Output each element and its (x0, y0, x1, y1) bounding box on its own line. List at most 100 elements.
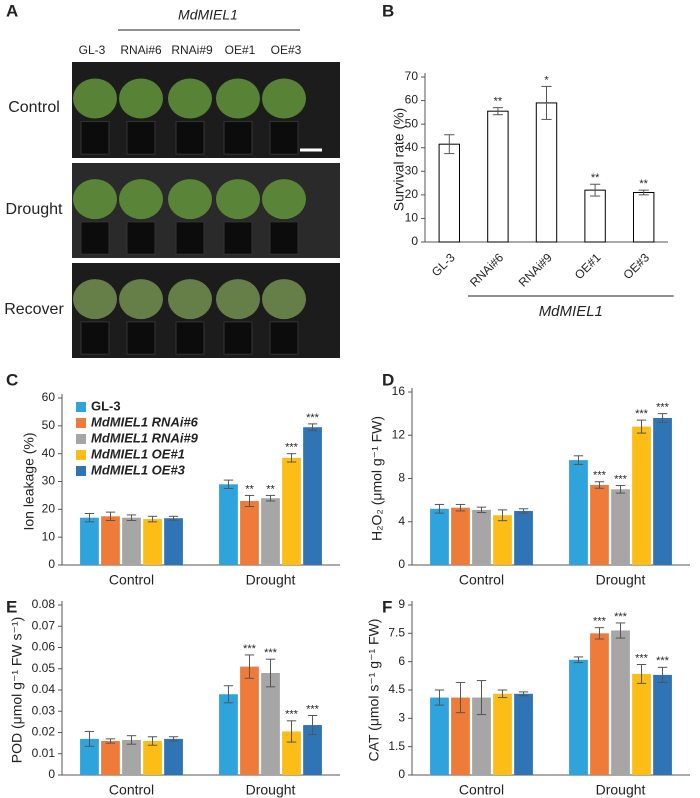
significance: *** (593, 616, 607, 628)
bar (493, 515, 512, 565)
group-label: MdMIEL1 (178, 7, 238, 23)
significance: *** (656, 402, 670, 414)
plant-leaves (119, 179, 163, 220)
bar (451, 697, 470, 775)
y-tick-label: 20 (42, 502, 56, 516)
x-tick-label: Drought (596, 572, 646, 588)
y-tick-label: 0.08 (32, 597, 56, 611)
pot (80, 221, 110, 255)
x-tick-label: Control (109, 572, 154, 588)
bar (569, 460, 588, 565)
bar (430, 508, 449, 565)
pot (80, 121, 110, 155)
plant-leaves (216, 78, 260, 119)
bar (472, 509, 491, 565)
significance: *** (264, 647, 278, 659)
y-tick-label: 1.5 (388, 739, 405, 753)
plant-leaves (262, 179, 306, 220)
bar (143, 519, 162, 565)
significance: ** (245, 483, 254, 495)
bar (164, 518, 183, 565)
y-tick-label: 0 (411, 234, 418, 248)
y-tick-label: 0.04 (32, 682, 56, 696)
panel-letter: B (382, 1, 394, 20)
y-tick-label: 8 (398, 471, 405, 485)
legend-label: MdMIEL1 RNAi#9 (91, 430, 199, 445)
significance: *** (243, 643, 257, 655)
bar (514, 693, 533, 775)
condition-label: Recover (4, 301, 64, 318)
pot (223, 121, 253, 155)
y-tick-label: 70 (405, 69, 419, 83)
bar (487, 110, 509, 243)
plant-leaves (73, 78, 117, 119)
bar (632, 192, 655, 243)
plant-leaves (168, 179, 212, 220)
bar (611, 630, 630, 775)
bar (303, 427, 322, 565)
bar (493, 693, 512, 775)
pot (269, 221, 299, 255)
pot (175, 121, 205, 155)
plant-leaves (119, 279, 163, 320)
x-tick-label: RNAi#9 (516, 250, 555, 289)
bar (611, 489, 630, 565)
y-tick-label: 4 (398, 514, 405, 528)
bar (590, 484, 609, 565)
y-tick-label: 40 (42, 446, 56, 460)
y-tick-label: 0 (398, 557, 405, 571)
genotype-label: OE#1 (225, 43, 256, 57)
y-tick-label: 4.5 (388, 682, 405, 696)
group-label: MdMIEL1 (539, 303, 603, 320)
y-tick-label: 30 (405, 163, 419, 177)
genotype-label: GL-3 (79, 43, 106, 57)
panel-letter: F (382, 597, 392, 616)
pot (223, 221, 253, 255)
x-tick-label: Drought (246, 572, 296, 588)
significance: *** (614, 611, 628, 623)
bar (472, 697, 491, 775)
legend-swatch (76, 402, 86, 412)
x-tick-label: OE#1 (572, 250, 604, 282)
legend-swatch (76, 434, 86, 444)
pot (126, 121, 156, 155)
plant-leaves (216, 179, 260, 220)
pot (126, 321, 156, 355)
bar (122, 517, 141, 565)
y-tick-label: 60 (405, 93, 419, 107)
bar (261, 498, 280, 565)
legend-label: GL-3 (91, 398, 121, 413)
y-tick-label: 10 (405, 211, 419, 225)
x-tick-label: Drought (246, 782, 296, 798)
bar (261, 673, 280, 775)
genotype-label: OE#3 (271, 43, 302, 57)
legend-label: MdMIEL1 OE#3 (91, 462, 186, 477)
x-tick-label: GL-3 (429, 250, 458, 279)
x-tick-label: RNAi#6 (467, 250, 506, 289)
legend-swatch (76, 466, 86, 476)
y-tick-label: 30 (42, 474, 56, 488)
y-tick-label: 6 (398, 654, 405, 668)
y-tick-label: 12 (392, 427, 406, 441)
y-tick-label: 3 (398, 711, 405, 725)
y-tick-label: 40 (405, 140, 419, 154)
x-tick-label: Control (459, 572, 504, 588)
y-tick-label: 0 (48, 557, 55, 571)
y-tick-label: 9 (398, 597, 405, 611)
bar (240, 666, 259, 775)
significance: *** (306, 703, 320, 715)
significance: * (544, 74, 549, 86)
x-tick-label: OE#3 (620, 250, 652, 282)
condition-label: Drought (6, 201, 63, 218)
y-tick-label: 0.05 (32, 661, 56, 675)
bar (632, 673, 651, 775)
bar (143, 741, 162, 775)
y-axis-label: Ion leakage (%) (21, 432, 37, 530)
y-tick-label: 50 (42, 418, 56, 432)
pot (175, 321, 205, 355)
pot (80, 321, 110, 355)
bar (632, 426, 651, 565)
condition-label: Control (8, 99, 60, 116)
y-tick-label: 16 (392, 384, 406, 398)
bar (219, 484, 238, 565)
